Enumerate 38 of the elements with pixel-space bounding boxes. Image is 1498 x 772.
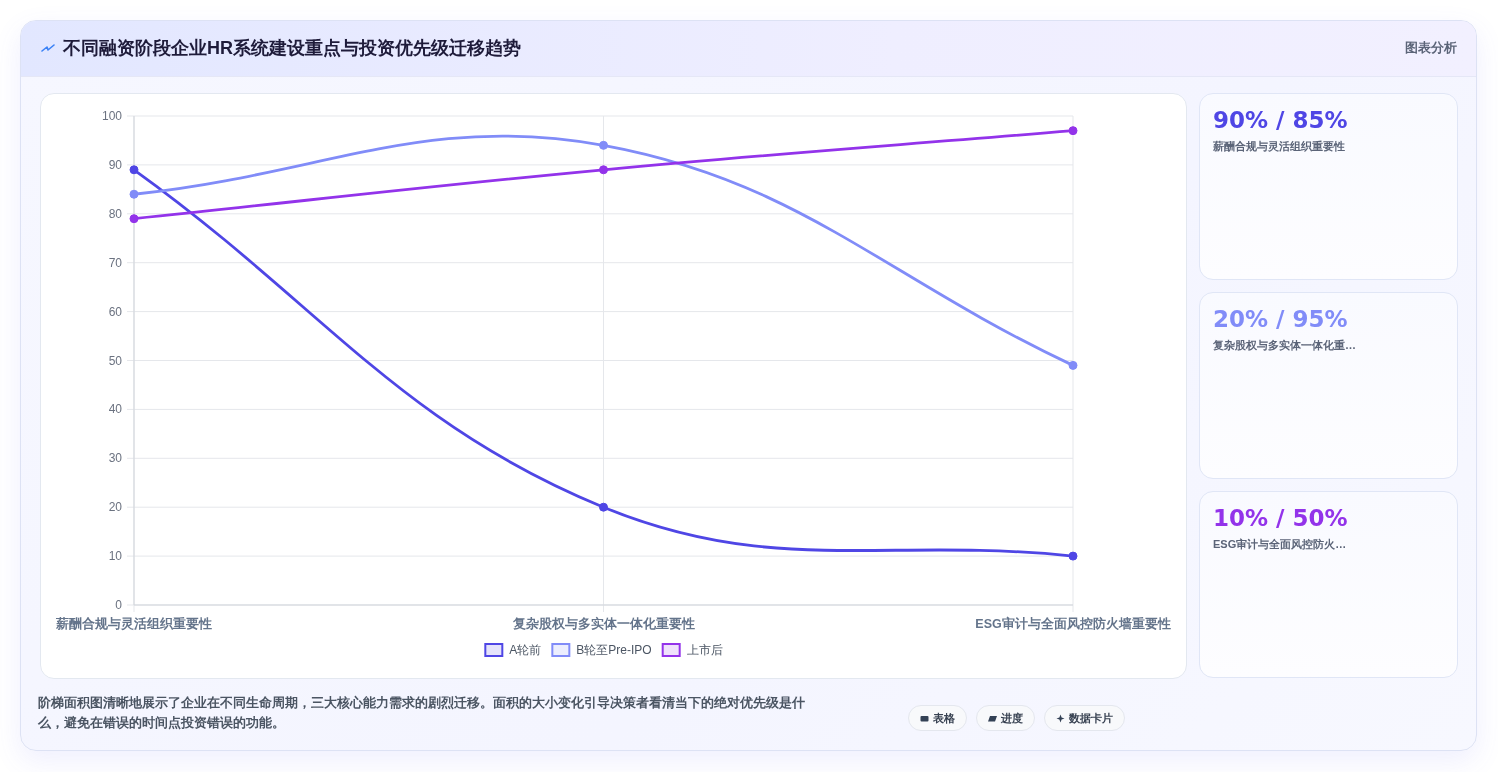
text: 10% / 50%	[1213, 504, 1348, 533]
text: 90% / 85%	[1213, 106, 1348, 135]
y-tick-label: 30	[108, 451, 123, 466]
x-tick-label: ESG审计与全面风控防火墙重要性	[975, 616, 1171, 631]
y-tick-label: 10	[108, 549, 123, 564]
y-tick-label: 20	[108, 500, 123, 515]
point	[129, 214, 139, 224]
x-tick-label: 薪酬合规与灵活组织重要性	[55, 616, 212, 631]
text: 进度	[1001, 710, 1023, 726]
legend-label: B轮至Pre-IPO	[576, 643, 652, 657]
text: 阶梯面积图清晰地展示了企业在不同生命周期，三大核心能力需求的剧烈迁移。面积的大小变化引导决策者看清当下的绝对优先级是什么，避免在错误的时间点投资错误的功能。	[38, 694, 806, 732]
point	[129, 165, 139, 175]
point	[1068, 360, 1078, 370]
y-tick-label: 90	[108, 157, 123, 172]
point	[1068, 126, 1078, 136]
y-tick-label: 50	[108, 353, 123, 368]
point	[599, 165, 608, 175]
text: 表格	[933, 710, 955, 726]
y-tick-label: 0	[115, 598, 123, 612]
y-tick-label: 60	[108, 304, 123, 319]
y-tick-label: 100	[101, 109, 123, 123]
legend-label: A轮前	[509, 643, 542, 657]
y-tick-label: 80	[108, 206, 123, 221]
text: 薪酬合规与灵活组织重要性	[1213, 139, 1345, 154]
point	[599, 140, 608, 150]
legend-label: 上市后	[686, 643, 723, 657]
point	[1068, 551, 1078, 561]
point	[129, 189, 139, 199]
point	[599, 502, 608, 512]
text: 图表分析	[1405, 40, 1457, 57]
text: 复杂股权与多实体一体化重…	[1213, 338, 1356, 353]
text: ESG审计与全面风控防火…	[1213, 537, 1347, 552]
text: 数据卡片	[1069, 710, 1113, 726]
chart-title: 不同融资阶段企业HR系统建设重点与投资优先级迁移趋势	[63, 37, 521, 59]
y-tick-label: 70	[108, 255, 123, 270]
text: 20% / 95%	[1213, 305, 1348, 334]
x-tick-label: 复杂股权与多实体一体化重要性	[511, 616, 695, 631]
y-tick-label: 40	[108, 402, 123, 417]
